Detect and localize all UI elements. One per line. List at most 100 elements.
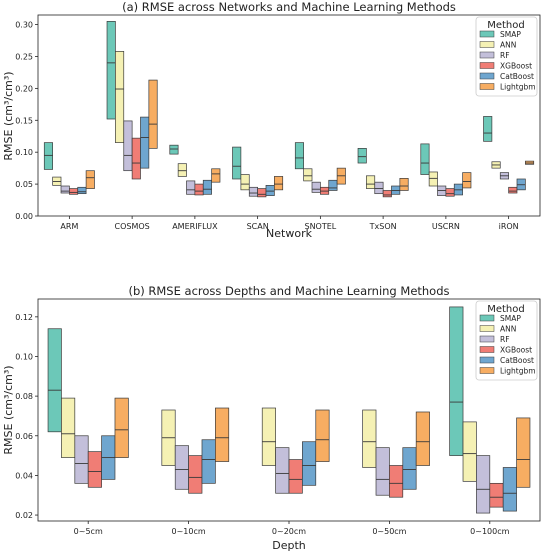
box-iqr <box>489 482 504 508</box>
box-lightgbm-arm <box>85 170 95 189</box>
box-iqr <box>476 455 491 514</box>
box-ann-0-100cm <box>462 421 477 482</box>
box-rf-0-5cm <box>74 435 89 484</box>
box-iqr <box>115 51 125 143</box>
legend-item-rf: RF <box>479 335 510 344</box>
box-iqr <box>328 179 338 191</box>
box-xgboost-0-100cm <box>489 482 504 508</box>
legend-swatch <box>479 72 495 80</box>
panel-a-y-tick-label: 0.25 <box>15 52 33 61</box>
box-lightgbm-scan <box>274 176 284 191</box>
box-lightgbm-0-100cm <box>516 417 531 488</box>
legend-item-smap: SMAP <box>479 30 521 39</box>
box-iqr <box>232 146 242 180</box>
box-iqr <box>357 148 367 164</box>
box-catboost-uscrn <box>453 183 463 196</box>
box-lightgbm-txson <box>399 178 409 191</box>
box-lightgbm-cosmos <box>148 79 158 149</box>
box-catboost-txson <box>391 185 401 195</box>
box-xgboost-snotel <box>320 186 330 195</box>
panel-b-x-tick-0-100cm: 0~100cm <box>470 527 509 536</box>
panel-b-y-tick-label: 0.12 <box>15 313 33 322</box>
panel-a-x-tick-snotel: SNOTEL <box>304 222 336 231</box>
panel-a-x-ticks: ARM COSMOS AMERIFLUX SCAN SNOTEL TxSON USCRN iR… <box>60 216 519 231</box>
panel-a-x-tick-txson: TxSON <box>369 222 397 231</box>
box-smap-iron <box>483 116 493 142</box>
legend-swatch <box>479 30 495 38</box>
box-ann-0-5cm <box>61 397 76 458</box>
box-iqr <box>85 170 95 189</box>
box-iqr <box>174 445 189 490</box>
legend-label: SMAP <box>500 314 521 323</box>
box-iqr <box>148 79 158 149</box>
panel-a-x-axis-label: Network <box>266 227 313 240</box>
legend-label: RF <box>500 335 510 344</box>
box-catboost-0-20cm <box>302 441 317 486</box>
box-iqr <box>516 417 531 488</box>
panel-a-title: (a) RMSE across Networks and Machine Lea… <box>122 0 456 14</box>
box-iqr <box>502 467 517 512</box>
box-ann-scan <box>240 174 250 191</box>
box-rf-arm <box>60 185 70 194</box>
box-iqr <box>420 143 430 175</box>
box-rf-cosmos <box>123 120 133 172</box>
box-iqr <box>374 181 384 195</box>
box-iqr <box>69 188 79 195</box>
box-catboost-arm <box>77 186 87 195</box>
box-rf-0-10cm <box>174 445 189 490</box>
box-catboost-0-50cm <box>402 447 417 490</box>
panel-b-y-tick-label: 0.10 <box>15 352 33 361</box>
box-iqr <box>462 172 472 189</box>
box-iqr <box>449 306 464 456</box>
box-ann-uscrn <box>428 171 438 187</box>
box-rf-scan <box>248 186 258 197</box>
box-iqr <box>483 116 493 142</box>
box-iqr <box>87 451 102 488</box>
box-iqr <box>60 185 70 194</box>
box-iqr <box>77 186 87 195</box>
box-smap-scan <box>232 146 242 180</box>
panel-b-y-ticks: 0.02 0.04 0.06 0.08 0.10 0.12 <box>15 313 38 520</box>
panel-b-y-tick-label: 0.04 <box>15 471 33 480</box>
box-iqr <box>274 176 284 191</box>
box-xgboost-uscrn <box>445 188 455 197</box>
box-iqr <box>201 439 216 484</box>
box-lightgbm-0-5cm <box>114 397 129 458</box>
box-smap-cosmos <box>106 21 116 120</box>
panel-b-boxes <box>47 306 531 514</box>
box-catboost-ameriflux <box>202 179 212 195</box>
box-iqr <box>428 171 438 187</box>
legend-swatch <box>479 83 495 90</box>
legend-item-xgboost: XGBoost <box>479 62 532 71</box>
legend-swatch <box>479 367 495 374</box>
panel-b-x-axis-label: Depth <box>272 539 306 552</box>
box-iqr <box>194 183 204 196</box>
box-smap-ameriflux <box>169 144 179 155</box>
box-iqr <box>123 120 133 172</box>
panel-a-x-tick-arm: ARM <box>60 222 78 231</box>
box-iqr <box>43 142 53 170</box>
box-xgboost-0-5cm <box>87 451 102 488</box>
legend-label: CatBoost <box>500 72 534 81</box>
panel-a-x-tick-cosmos: COSMOS <box>115 222 150 231</box>
box-catboost-iron <box>516 178 526 191</box>
panel-b-y-tick-label: 0.02 <box>15 511 33 520</box>
legend-label: Lightgbm <box>500 367 536 376</box>
box-iqr <box>131 137 141 180</box>
panel-b-y-axis-label: RMSE (cm³/cm³) <box>2 365 15 454</box>
panel-a-y-axis-label: RMSE (cm³/cm³) <box>2 71 15 160</box>
box-lightgbm-uscrn <box>462 172 472 189</box>
legend-swatch <box>479 346 495 353</box>
box-xgboost-scan <box>257 188 267 198</box>
box-iqr <box>169 144 179 155</box>
panel-a-plot-area <box>37 14 541 217</box>
box-iqr <box>382 190 392 198</box>
legend-label: CatBoost <box>500 356 534 365</box>
box-xgboost-arm <box>69 188 79 195</box>
panel-b-x-tick-0-50cm: 0~50cm <box>372 527 406 536</box>
panel-a-network-chart: (a) RMSE across Networks and Machine Lea… <box>2 0 541 240</box>
box-iqr <box>375 447 390 496</box>
box-iqr <box>311 181 321 193</box>
